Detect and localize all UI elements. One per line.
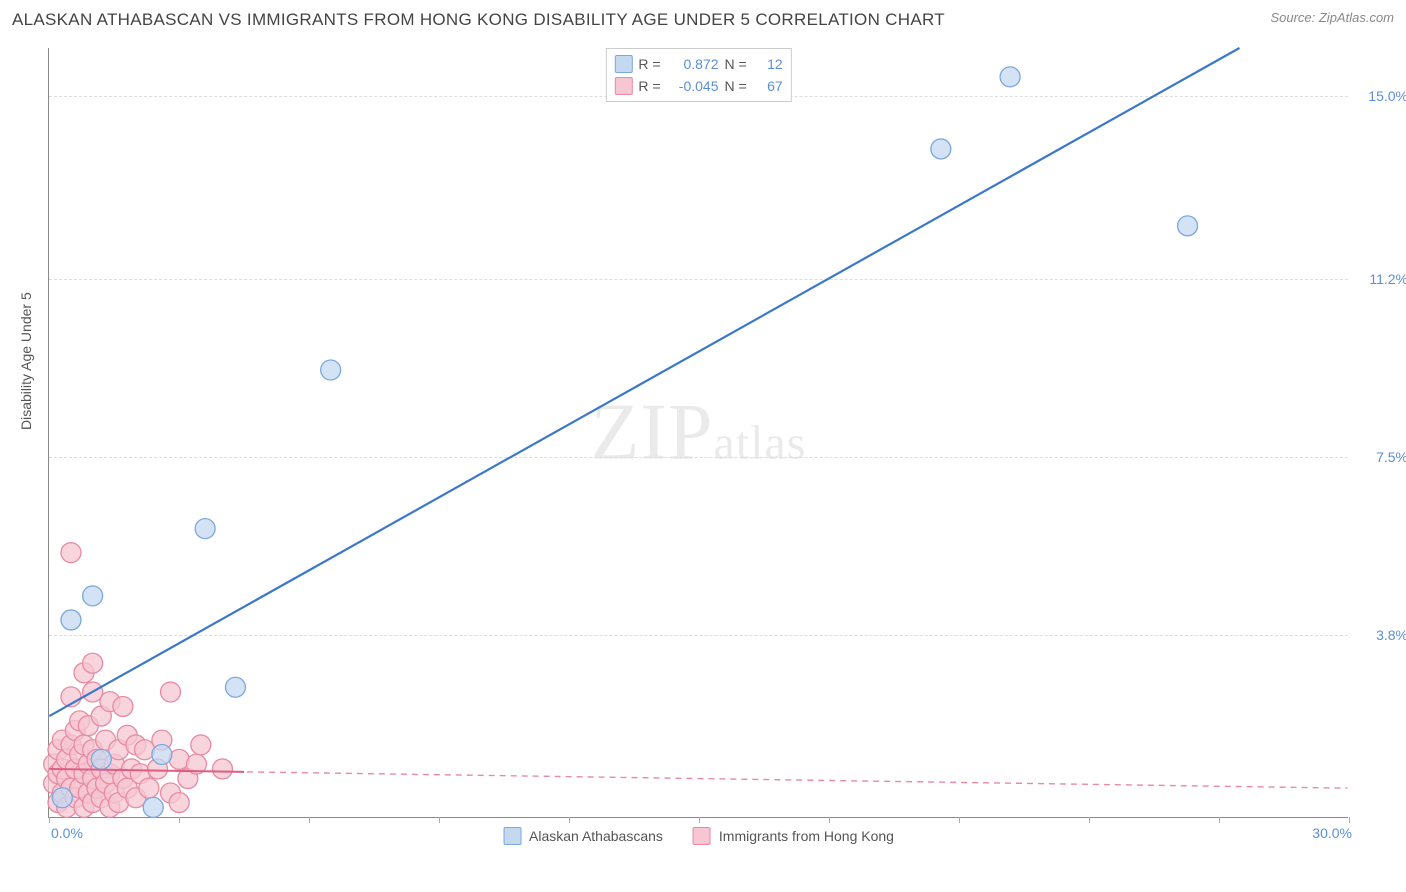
legend-swatch-icon	[614, 55, 632, 73]
legend-row: R = 0.872 N = 12	[614, 53, 782, 75]
n-label: N =	[725, 53, 747, 75]
x-axis-max-label: 30.0%	[1312, 825, 1352, 841]
y-tick-label: 15.0%	[1353, 88, 1406, 104]
correlation-legend: R = 0.872 N = 12 R = -0.045 N = 67	[605, 48, 791, 102]
legend-item: Alaskan Athabascans	[503, 827, 663, 845]
legend-label: Alaskan Athabascans	[529, 828, 663, 844]
n-label: N =	[725, 75, 747, 97]
chart-plot-area: ZIPatlas R = 0.872 N = 12 R = -0.045 N =…	[48, 48, 1348, 818]
legend-item: Immigrants from Hong Kong	[693, 827, 894, 845]
series-legend: Alaskan Athabascans Immigrants from Hong…	[503, 827, 894, 845]
legend-label: Immigrants from Hong Kong	[719, 828, 894, 844]
legend-swatch-icon	[693, 827, 711, 845]
scatter-plot	[49, 48, 1348, 817]
chart-title: ALASKAN ATHABASCAN VS IMMIGRANTS FROM HO…	[12, 10, 945, 29]
n-value: 12	[753, 53, 783, 75]
chart-source: Source: ZipAtlas.com	[1270, 10, 1394, 25]
legend-swatch-icon	[503, 827, 521, 845]
legend-swatch-icon	[614, 77, 632, 95]
legend-row: R = -0.045 N = 67	[614, 75, 782, 97]
chart-header: ALASKAN ATHABASCAN VS IMMIGRANTS FROM HO…	[12, 10, 1394, 40]
r-value: 0.872	[667, 53, 719, 75]
r-label: R =	[638, 53, 660, 75]
y-axis-label: Disability Age Under 5	[18, 292, 34, 430]
x-axis-min-label: 0.0%	[51, 825, 83, 841]
r-value: -0.045	[667, 75, 719, 97]
n-value: 67	[753, 75, 783, 97]
y-tick-label: 7.5%	[1353, 449, 1406, 465]
y-tick-label: 11.2%	[1353, 271, 1406, 287]
r-label: R =	[638, 75, 660, 97]
y-tick-label: 3.8%	[1353, 627, 1406, 643]
